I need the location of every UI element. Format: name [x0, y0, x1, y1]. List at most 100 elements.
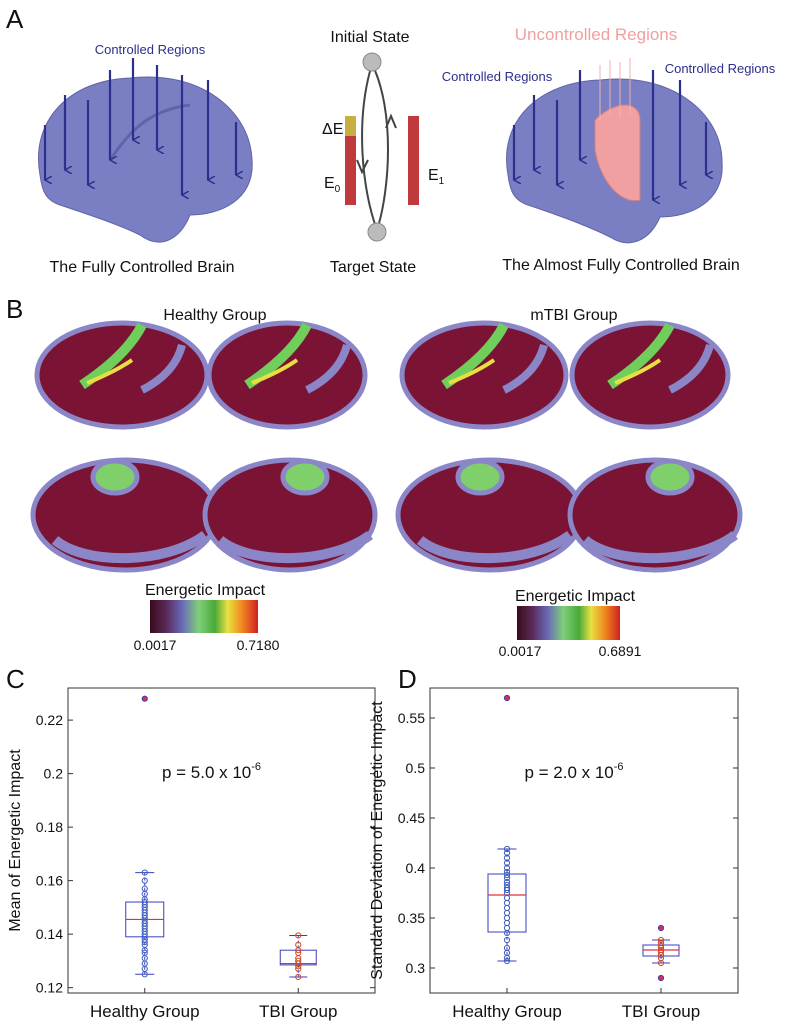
annotation: p = 5.0 x 10-6 — [162, 761, 261, 782]
activation — [441, 322, 509, 390]
label: E0 — [324, 175, 341, 195]
brain-map — [202, 457, 378, 573]
y-tick-label: 0.22 — [36, 712, 63, 728]
data-point — [503, 899, 511, 907]
data-point — [657, 954, 665, 962]
activation — [305, 343, 351, 394]
data-point — [503, 904, 511, 912]
label: Target State — [330, 259, 416, 276]
data-point — [503, 868, 511, 876]
y-tick-label: 0.35 — [398, 910, 425, 926]
data-point — [141, 869, 148, 876]
y-tick-label: 0.18 — [36, 819, 63, 835]
data-point — [503, 914, 511, 922]
activation — [86, 358, 134, 385]
data-point — [503, 845, 511, 853]
group-title: mTBI Group — [530, 307, 617, 324]
uncontrolled-lines — [599, 58, 631, 120]
panel-label: C — [6, 664, 25, 694]
outlier — [657, 924, 665, 932]
data-point — [503, 924, 511, 932]
data-point — [295, 949, 302, 956]
data-point — [503, 909, 511, 917]
data-point — [141, 877, 148, 884]
y-axis-label: Standard Deviation of Energetic Impact — [369, 701, 386, 980]
outlier — [657, 974, 665, 982]
activation — [216, 530, 373, 564]
panel-label: A — [6, 4, 24, 34]
activation — [455, 458, 505, 496]
data-point — [657, 936, 665, 944]
brain-map — [34, 320, 210, 430]
y-tick-label: 0.16 — [36, 873, 63, 889]
activation — [645, 458, 695, 496]
control-arrows — [43, 58, 236, 195]
data-point — [503, 874, 511, 882]
y-axis-label: Mean of Energetic Impact — [7, 749, 24, 932]
colorbar-title: Energetic Impact — [145, 582, 266, 599]
y-tick-label: 0.14 — [36, 926, 63, 942]
plot-frame — [429, 687, 739, 994]
annotation: p = 2.0 x 10-6 — [524, 761, 623, 782]
data-point — [295, 941, 302, 948]
caption: The Fully Controlled Brain — [50, 259, 235, 276]
outlier — [141, 695, 148, 702]
data-point — [657, 939, 665, 947]
brain-map — [399, 320, 569, 430]
data-point — [503, 878, 511, 886]
data-point — [503, 849, 511, 857]
colorbar — [150, 600, 258, 633]
data-point — [657, 942, 665, 950]
activation — [79, 322, 147, 390]
y-tick-label: 0.45 — [398, 810, 425, 826]
brain-right — [506, 58, 723, 244]
annotation: p = 5.0 x 10 — [162, 763, 251, 782]
y-tick-label: 0.5 — [406, 760, 426, 776]
colorbar-min: 0.0017 — [134, 637, 177, 653]
colorbar-max: 0.7180 — [237, 637, 280, 653]
label: E1 — [428, 167, 445, 187]
outlier — [503, 694, 511, 702]
brain-map — [206, 320, 368, 430]
activation — [416, 530, 573, 564]
y-tick-label: 0.55 — [398, 710, 425, 726]
activation — [448, 358, 496, 385]
box — [487, 873, 527, 933]
label: ΔE — [322, 121, 343, 138]
y-tick-label: 0.12 — [36, 980, 63, 996]
brain-map — [567, 457, 743, 573]
activation — [244, 322, 312, 390]
annotation: Controlled Regions — [442, 69, 553, 84]
activation — [280, 458, 330, 496]
annotation-exponent: -6 — [251, 761, 261, 773]
brain-maps — [30, 320, 743, 573]
x-tick-label: TBI Group — [622, 1002, 700, 1021]
data-point — [141, 949, 148, 956]
data-point — [295, 932, 302, 939]
brain-map — [569, 320, 731, 430]
y-tick-label: 0.2 — [44, 766, 64, 782]
data-point — [503, 894, 511, 902]
x-tick-label: TBI Group — [259, 1002, 337, 1021]
panel-label: B — [6, 294, 23, 324]
activation — [502, 343, 548, 394]
panel-label: D — [398, 664, 417, 694]
annotation: p = 2.0 x 10 — [524, 763, 613, 782]
colorbar — [517, 606, 620, 640]
y-tick-label: 0.3 — [406, 960, 426, 976]
activation — [140, 343, 186, 394]
activation — [90, 458, 140, 496]
activation — [607, 322, 675, 390]
energy-diagram — [345, 52, 419, 242]
label: E — [428, 167, 439, 184]
annotation-exponent: -6 — [614, 761, 624, 773]
x-tick-label: Healthy Group — [452, 1002, 562, 1021]
activation — [581, 530, 738, 564]
activation — [51, 530, 208, 564]
annotation: Controlled Regions — [95, 42, 206, 57]
label: Initial State — [330, 29, 409, 46]
data-point — [503, 881, 511, 889]
caption: The Almost Fully Controlled Brain — [502, 257, 739, 274]
data-point — [503, 944, 511, 952]
